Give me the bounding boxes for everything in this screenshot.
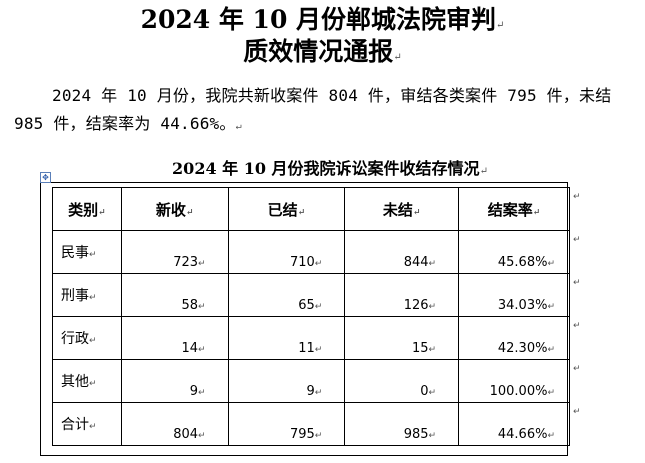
table-row: 其他↵ 9↵ 9↵ 0↵ 100.00%↵ [52, 359, 570, 403]
table-title: 2024 年 10 月份我院诉讼案件收结存情况↵ [0, 158, 645, 183]
header-pending-cases: 未结↵ [344, 187, 460, 231]
cell-category: 行政↵ [52, 316, 122, 360]
cell-pending: 844↵ [344, 230, 460, 274]
summary-paragraph: 2024 年 10 月份，我院共新收案件 804 件，审结各类案件 795 件，… [14, 82, 626, 141]
cell-pending: 985↵ [344, 402, 460, 446]
paragraph-mark: ↵ [479, 166, 488, 177]
table-row: 民事↵ 723↵ 710↵ 844↵ 45.68%↵ [52, 230, 570, 274]
cell-closed: 9↵ [227, 359, 346, 403]
cell-rate: 45.68%↵ [458, 230, 570, 274]
table-title-text: 2024 年 10 月份我院诉讼案件收结存情况 [172, 159, 480, 178]
cell-closed: 710↵ [227, 230, 346, 274]
paragraph-mark: ↵ [393, 52, 402, 63]
cell-pending: 0↵ [344, 359, 460, 403]
document-title-text-2: 质效情况通报 [243, 37, 394, 66]
row-end-mark: ↵ [573, 364, 581, 374]
table-row: 刑事↵ 58↵ 65↵ 126↵ 34.03%↵ [52, 273, 570, 317]
cell-rate: 34.03%↵ [458, 273, 570, 317]
move-handle-icon[interactable]: ✥ [40, 172, 51, 183]
row-end-mark: ↵ [573, 321, 581, 331]
cell-new: 9↵ [120, 359, 229, 403]
cell-rate: 100.00%↵ [458, 359, 570, 403]
header-new-cases: 新收↵ [120, 187, 229, 231]
header-category: 类别↵ [52, 187, 122, 231]
table-header-row: 类别↵ 新收↵ 已结↵ 未结↵ 结案率↵ [52, 187, 570, 231]
cell-pending: 15↵ [344, 316, 460, 360]
summary-text: 2024 年 10 月份，我院共新收案件 804 件，审结各类案件 795 件，… [14, 86, 612, 133]
document-title-text-1: 2024 年 10 月份郸城法院审判 [140, 5, 497, 34]
cell-rate: 44.66%↵ [458, 402, 570, 446]
cell-closed: 795↵ [227, 402, 346, 446]
cell-category: 合计↵ [52, 402, 122, 446]
cell-new: 723↵ [120, 230, 229, 274]
document-title-line-1: 2024 年 10 月份郸城法院审判↵ [0, 4, 645, 42]
row-end-mark: ↵ [573, 192, 581, 202]
table-row: 行政↵ 14↵ 11↵ 15↵ 42.30%↵ [52, 316, 570, 360]
paragraph-mark: ↵ [496, 20, 505, 31]
cell-pending: 126↵ [344, 273, 460, 317]
cell-closed: 65↵ [227, 273, 346, 317]
cell-rate: 42.30%↵ [458, 316, 570, 360]
row-end-mark: ↵ [573, 278, 581, 288]
case-statistics-table: 类别↵ 新收↵ 已结↵ 未结↵ 结案率↵ 民事↵ 723↵ 710↵ 844↵ … [52, 187, 570, 446]
cell-category: 其他↵ [52, 359, 122, 403]
header-closure-rate: 结案率↵ [458, 187, 570, 231]
cell-new: 804↵ [120, 402, 229, 446]
cell-closed: 11↵ [227, 316, 346, 360]
cell-category: 民事↵ [52, 230, 122, 274]
paragraph-mark: ↵ [235, 121, 242, 132]
header-closed-cases: 已结↵ [227, 187, 346, 231]
table-total-row: 合计↵ 804↵ 795↵ 985↵ 44.66%↵ [52, 402, 570, 446]
cell-new: 14↵ [120, 316, 229, 360]
row-end-mark: ↵ [573, 235, 581, 245]
row-end-mark: ↵ [573, 407, 581, 417]
cell-new: 58↵ [120, 273, 229, 317]
cell-category: 刑事↵ [52, 273, 122, 317]
document-title-line-2: 质效情况通报↵ [0, 36, 645, 74]
